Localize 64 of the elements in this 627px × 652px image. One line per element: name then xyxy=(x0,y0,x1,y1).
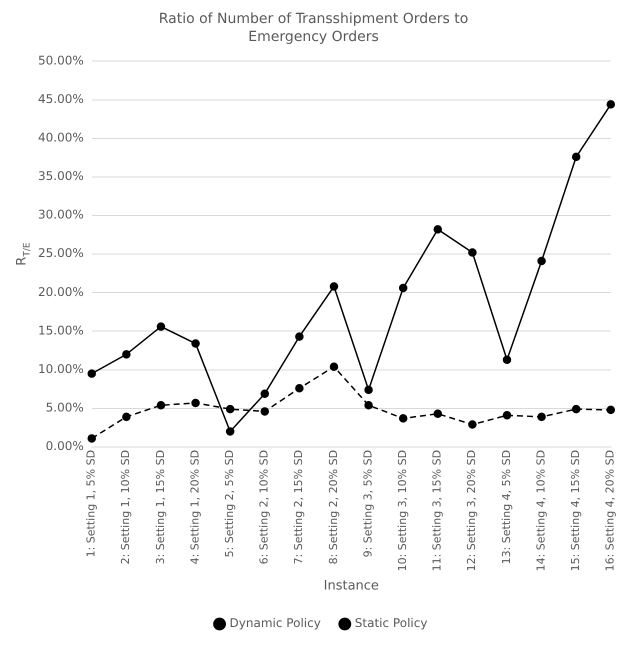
point xyxy=(398,284,408,292)
x-tick-label: 6: Setting 2, 10% SD xyxy=(258,450,271,564)
x-tick-label: 14: Setting 4, 10% SD xyxy=(534,450,548,572)
chart-title: Ratio of Number of Transshipment Orders to Emergency Orders xyxy=(158,10,470,46)
y-tick-label: 25.00% xyxy=(38,246,84,260)
x-tick-label: 2: Setting 1, 10% SD xyxy=(119,450,132,564)
x-axis-title: Instance xyxy=(324,578,379,594)
x-tick-label: 9: Setting 3, 5% SD xyxy=(361,450,374,558)
x-tick-label: 13: Setting 4, 5% SD xyxy=(500,450,513,564)
point xyxy=(468,248,477,257)
point xyxy=(398,414,408,423)
point xyxy=(330,362,338,371)
y-tick-label: 20.00% xyxy=(38,284,84,299)
x-tick-label: 10: Setting 3, 10% SD xyxy=(396,450,410,572)
point xyxy=(156,401,166,410)
x-tick-label: 11: Setting 3, 15% SD xyxy=(430,450,444,572)
point xyxy=(468,420,477,429)
point xyxy=(606,100,616,109)
x-tick-label: 5: Setting 2, 5% SD xyxy=(223,450,236,558)
point xyxy=(226,427,234,436)
point xyxy=(295,332,304,341)
y-axis-title: RT/E xyxy=(14,242,32,266)
y-tick-label: 10.00% xyxy=(38,362,84,376)
point xyxy=(88,369,96,378)
x-tick-label: 8: Setting 2, 20% SD xyxy=(326,450,340,564)
legend-label: Dynamic Policy xyxy=(230,616,321,630)
y-tick-label: 30.00% xyxy=(38,208,84,222)
y-tick-label: 35.00% xyxy=(38,169,84,184)
point xyxy=(295,384,304,393)
point xyxy=(434,410,442,418)
x-tick-label: 7: Setting 2, 15% SD xyxy=(292,450,306,564)
point xyxy=(156,322,166,331)
point xyxy=(330,282,338,291)
x-tick-label: 3: Setting 1, 15% SD xyxy=(154,450,167,564)
point xyxy=(191,339,200,348)
y-tick-label: 50.00% xyxy=(38,53,84,68)
point xyxy=(572,404,580,414)
point xyxy=(502,356,512,364)
y-tick-label: 5.00% xyxy=(46,400,84,414)
point xyxy=(122,350,131,359)
x-tick-label: 12: Setting 3, 20% SD xyxy=(465,450,478,572)
y-tick-label: 15.00% xyxy=(38,323,84,338)
point xyxy=(191,398,200,408)
point xyxy=(226,404,234,414)
point xyxy=(260,389,270,398)
y-tick-label: 0.00% xyxy=(46,439,84,454)
x-tick-label: 15: Setting 4, 15% SD xyxy=(569,450,582,572)
point xyxy=(537,256,546,266)
legend-label: Static Policy xyxy=(354,616,428,630)
point xyxy=(260,407,270,416)
x-tick-label: 4: Setting 1, 20% SD xyxy=(188,450,202,564)
point xyxy=(364,386,373,394)
point xyxy=(606,406,616,414)
point xyxy=(502,411,512,420)
point xyxy=(537,412,546,422)
point xyxy=(122,412,131,422)
x-tick-label: 16: Setting 4, 20% SD xyxy=(604,450,617,572)
point xyxy=(572,152,580,162)
point xyxy=(434,225,442,234)
y-tick-label: 40.00% xyxy=(38,130,84,144)
x-tick-label: 1: Setting 1, 5% SD xyxy=(84,450,98,558)
point xyxy=(88,434,96,443)
point xyxy=(364,401,373,410)
y-tick-label: 45.00% xyxy=(38,92,84,106)
